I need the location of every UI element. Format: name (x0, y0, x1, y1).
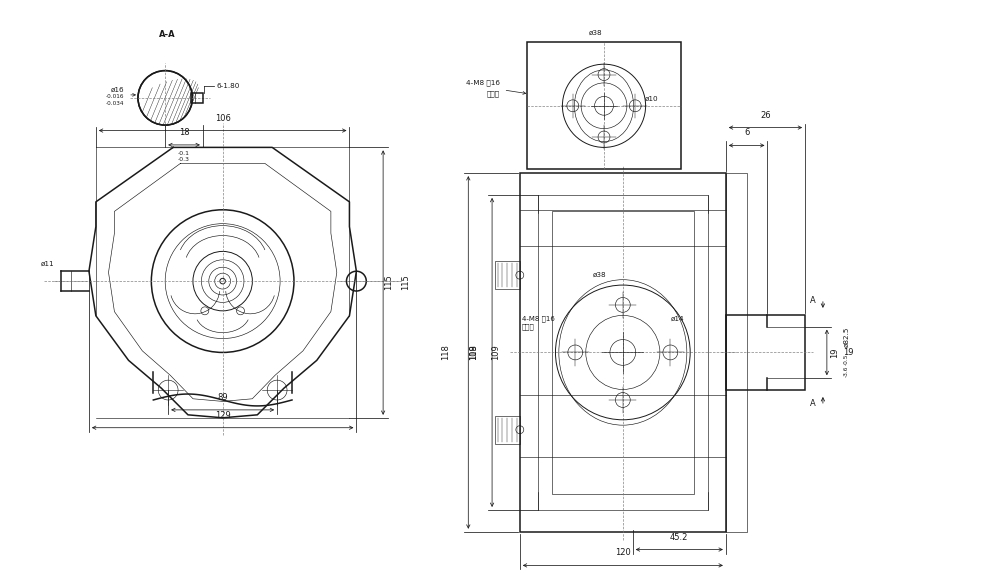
Text: -0.1
-0.3: -0.1 -0.3 (178, 151, 190, 162)
Text: -3.6: -3.6 (844, 366, 849, 377)
Bar (520, 173, 726, 532)
Text: 19: 19 (830, 347, 839, 357)
Text: -0.016: -0.016 (106, 94, 124, 99)
Text: 6: 6 (744, 128, 749, 138)
Text: 129: 129 (215, 411, 231, 420)
Text: ø38: ø38 (593, 272, 607, 278)
Bar (726, 173, 747, 532)
Bar (495, 261, 520, 289)
Text: 18: 18 (179, 128, 189, 137)
Text: 出油口: 出油口 (486, 91, 500, 97)
Bar (726, 315, 805, 390)
Text: 106: 106 (215, 114, 231, 122)
Bar (538, 195, 708, 510)
Text: ø14: ø14 (670, 316, 684, 322)
Text: -0.034: -0.034 (106, 101, 124, 106)
Text: 89: 89 (217, 393, 228, 402)
Text: 115: 115 (384, 275, 393, 291)
Text: 109: 109 (491, 345, 500, 360)
Text: 118: 118 (441, 345, 450, 360)
Text: ø82.5: ø82.5 (844, 327, 850, 347)
Text: -0.5: -0.5 (844, 354, 849, 365)
Bar (527, 42, 681, 169)
Text: 19: 19 (843, 348, 853, 357)
Text: 6-1.80: 6-1.80 (216, 83, 240, 89)
Text: ø16: ø16 (110, 87, 124, 93)
Text: 4-M8 深16: 4-M8 深16 (466, 79, 500, 86)
Text: A: A (810, 297, 816, 305)
Text: 45.2: 45.2 (670, 533, 688, 541)
Text: 109: 109 (469, 345, 478, 360)
Text: ø10: ø10 (645, 96, 659, 102)
Bar (552, 211, 694, 494)
Text: ø38: ø38 (589, 29, 603, 36)
Text: 115: 115 (401, 275, 410, 291)
Text: ø11: ø11 (41, 261, 54, 267)
Text: 4-M8 深16
进油口: 4-M8 深16 进油口 (522, 316, 555, 330)
Bar (495, 416, 520, 444)
Text: A-A: A-A (159, 30, 175, 39)
Text: 118: 118 (469, 345, 478, 360)
Text: A: A (810, 400, 816, 408)
Text: 26: 26 (760, 111, 771, 120)
Bar (191, 93, 203, 103)
Text: 120: 120 (615, 548, 631, 557)
